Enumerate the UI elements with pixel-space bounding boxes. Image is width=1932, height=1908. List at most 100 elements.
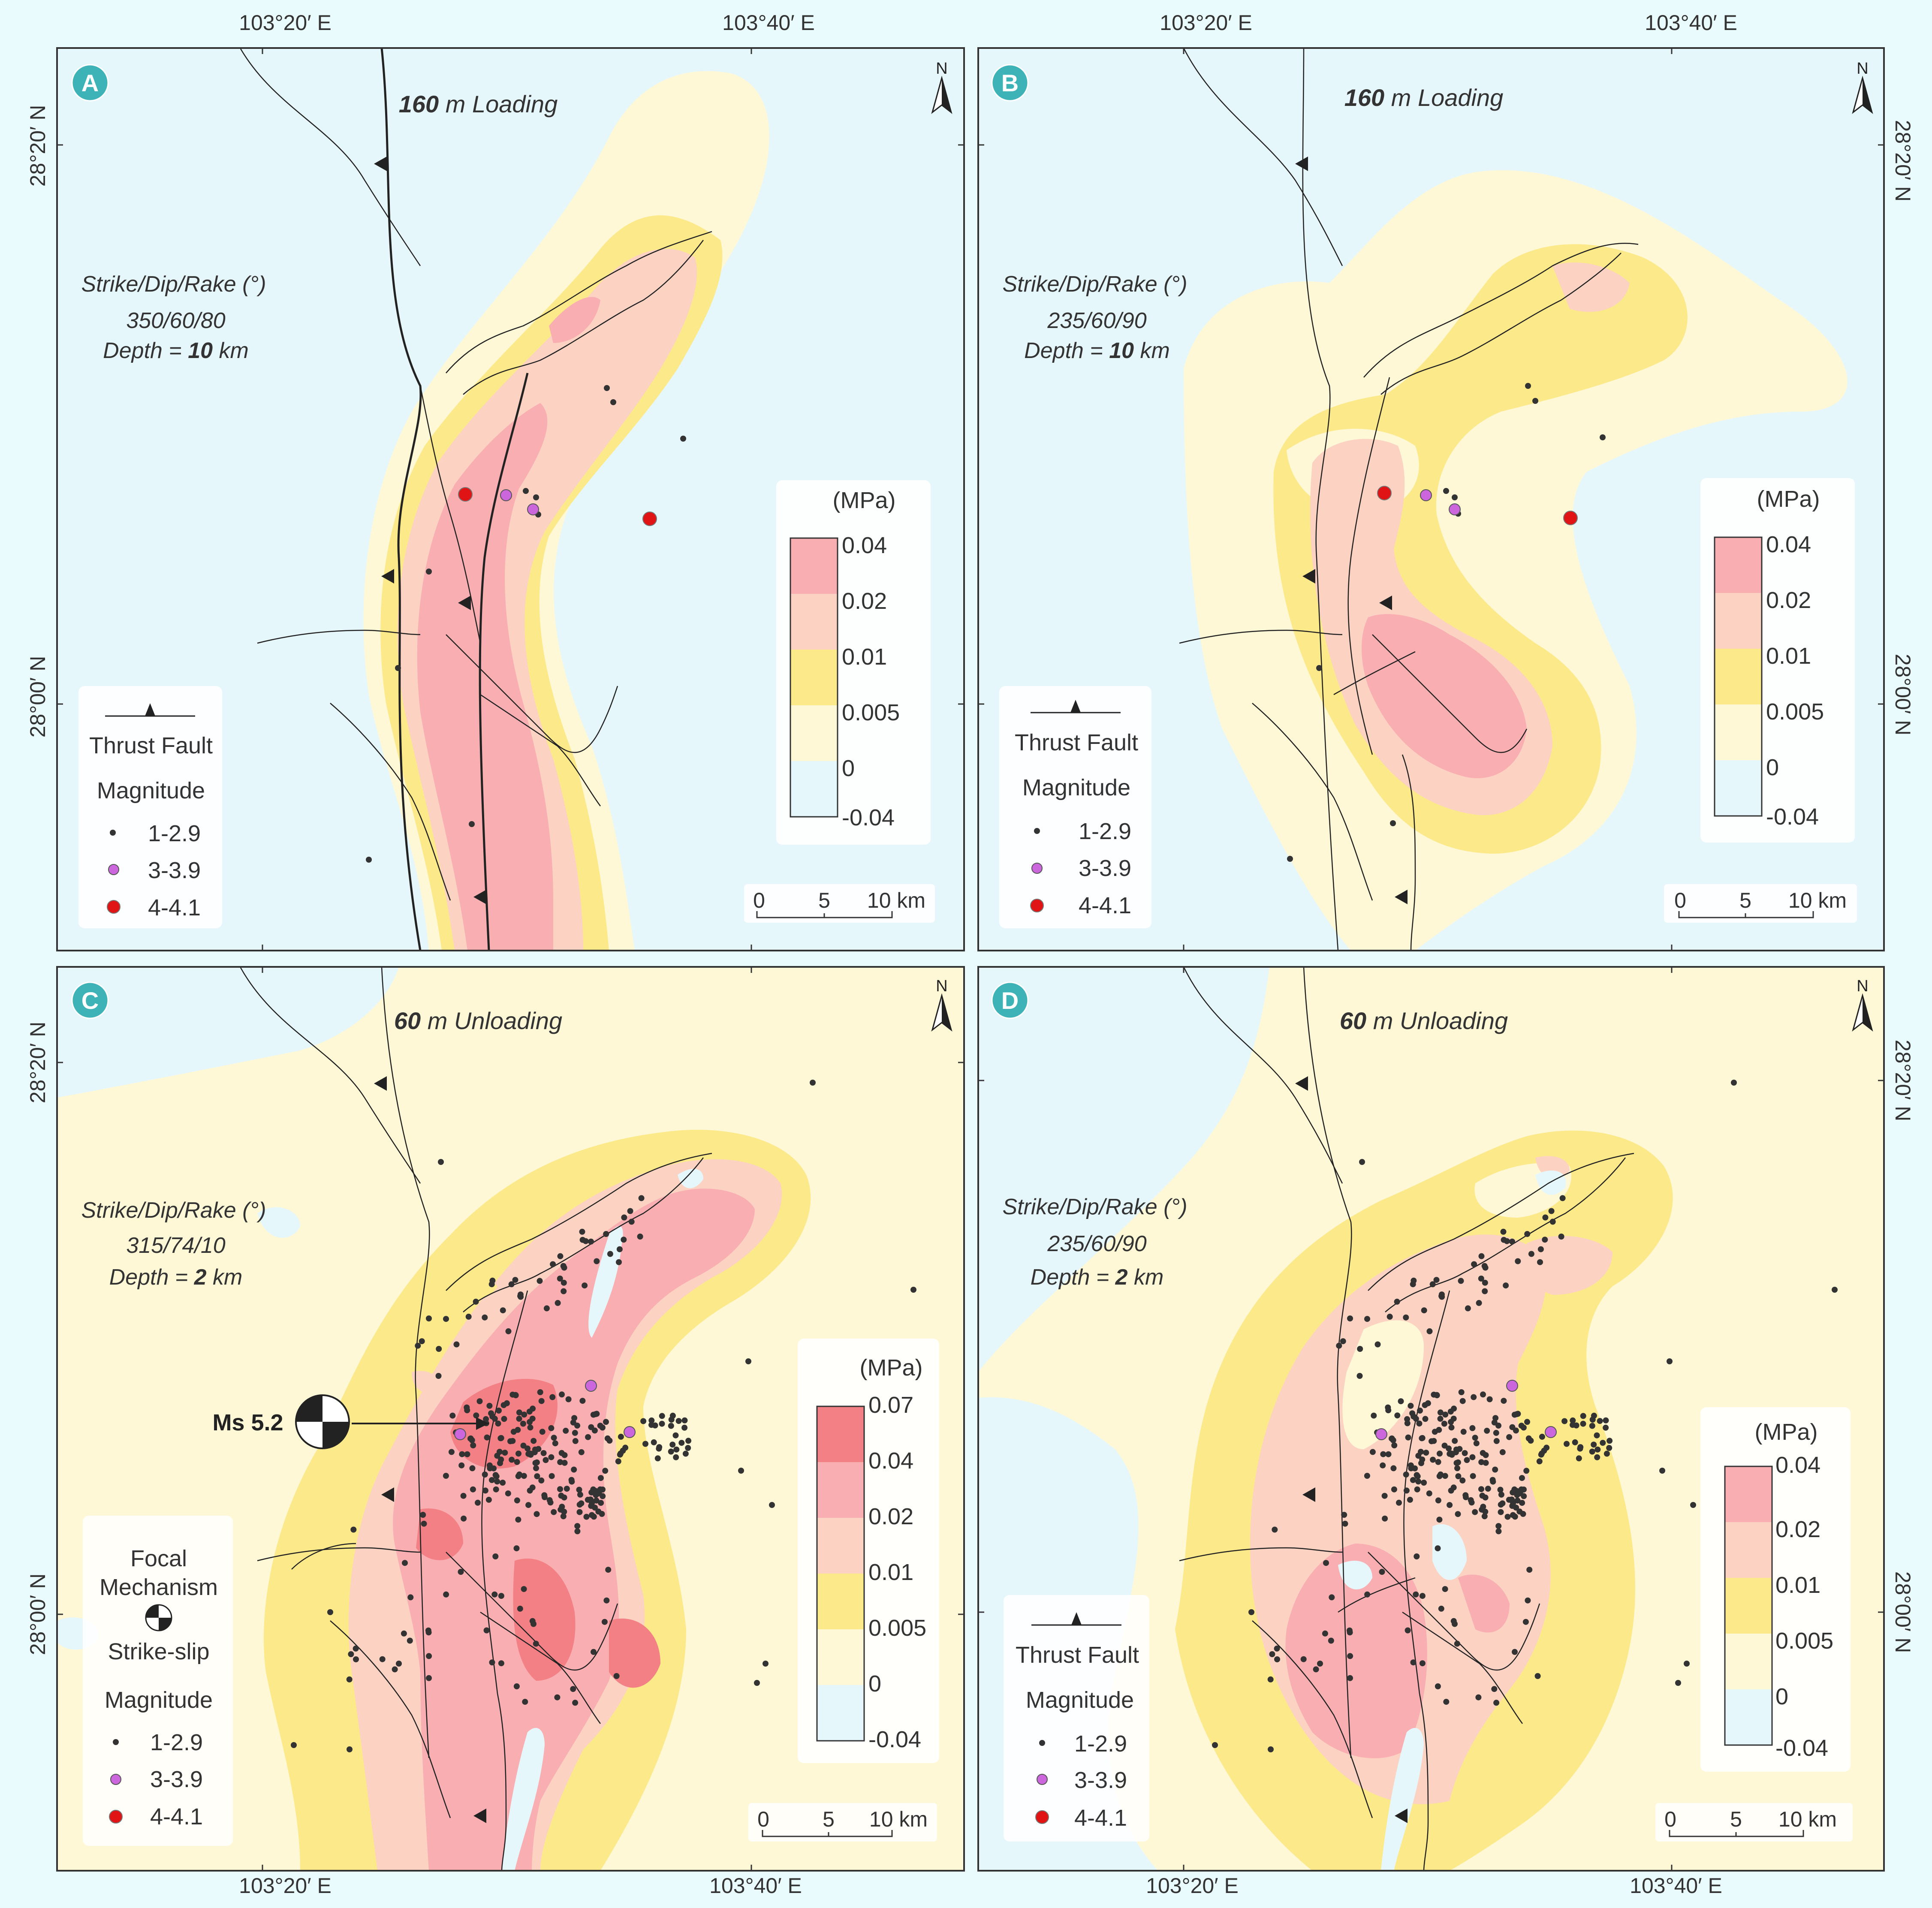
panel-a-faults: [239, 48, 712, 951]
event-dot: [551, 1435, 557, 1441]
legend-strike-slip: Strike-slip: [108, 1639, 209, 1664]
event-dot: [500, 1480, 506, 1486]
event-dot: [1603, 1451, 1610, 1457]
event-dot: [555, 1300, 561, 1306]
event-dot: [1443, 1699, 1450, 1705]
event-dot: [1421, 1307, 1427, 1314]
event-dot: [1522, 1619, 1529, 1625]
event-dot: [1357, 1346, 1363, 1352]
event-dot: [1537, 1246, 1544, 1252]
panel-c-frame: [56, 966, 965, 1872]
event-dot: [571, 1466, 577, 1473]
lat-label-left-a-top: 28°20′ N: [26, 105, 50, 187]
panel-b: B N 160 m Loading Strike/Dip/Rake (°) 23…: [977, 47, 1885, 951]
event-dot: [291, 1742, 297, 1748]
legend-magnitude-title: Magnitude: [1026, 1687, 1134, 1713]
event-dot: [1462, 1450, 1468, 1456]
event-dot: [1503, 1282, 1509, 1289]
lat-label-left-a-bottom: 28°00′ N: [26, 656, 50, 738]
north-label: N: [1857, 60, 1868, 78]
legend-class-large: 4-4.1: [1074, 1805, 1127, 1831]
event-dot: [1408, 1465, 1414, 1472]
event-dot: [493, 1486, 499, 1493]
panel-a-letter-badge: [71, 64, 109, 102]
event-dot: [1437, 1409, 1444, 1416]
event-dot: [561, 1460, 568, 1466]
panel-b-stress-field: [1184, 170, 1848, 951]
event-dot: [1731, 1080, 1737, 1086]
panel-b-scale-bar: 0 5 10 km: [1664, 884, 1857, 923]
event-dot: [1459, 1398, 1466, 1404]
event-dot: [1559, 1195, 1566, 1201]
event-dot: [618, 1433, 624, 1440]
event-dot: [1489, 1477, 1496, 1483]
event-dot: [538, 1398, 545, 1404]
event-dot: [493, 1473, 500, 1480]
event-dot: [1212, 1742, 1218, 1748]
panel-b-north-arrow: N: [1852, 60, 1873, 114]
event-dot: [1317, 1661, 1323, 1667]
legend-mechanism: Mechanism: [99, 1574, 218, 1600]
event-dot: [1342, 1520, 1348, 1527]
event-dot: [353, 1645, 359, 1652]
event-dot: [543, 1305, 550, 1312]
panel-d-param-label: Strike/Dip/Rake (°): [1002, 1195, 1187, 1219]
event-dot: [579, 1228, 585, 1235]
legend-class-small: 1-2.9: [148, 821, 201, 846]
event-dot: [1341, 1512, 1347, 1518]
event-dot: [1340, 1338, 1346, 1345]
scale-tick: 0: [757, 1807, 769, 1831]
event-dot: [505, 1490, 511, 1497]
event-dot: [1523, 1468, 1530, 1474]
event-dot: [396, 1661, 402, 1667]
colorbar-tick: 0: [842, 755, 855, 781]
event-dot: [1463, 1494, 1469, 1500]
event-dot: [488, 1477, 495, 1483]
north-label: N: [1857, 977, 1868, 995]
event-dot: [1452, 1438, 1458, 1444]
event-dot: [350, 1526, 357, 1533]
event-dot: [585, 1380, 597, 1392]
event-dot: [515, 1451, 521, 1457]
event-dot: [1433, 1277, 1440, 1283]
event-dot: [1521, 1493, 1527, 1499]
event-dot: [453, 1341, 460, 1348]
event-dot: [616, 1246, 623, 1252]
event-dot: [1534, 1673, 1541, 1679]
event-dot: [443, 1591, 449, 1598]
event-dot: [1603, 1424, 1609, 1431]
event-dot: [598, 1500, 604, 1506]
event-dot: [1577, 1445, 1583, 1452]
event-dot: [1485, 1486, 1491, 1492]
event-dot: [659, 1413, 665, 1419]
panel-d-letter-badge: [991, 981, 1029, 1019]
event-dot: [1472, 1435, 1478, 1441]
lat-label-right-d-top: 28°20′ N: [1891, 1040, 1915, 1122]
event-dot: [1414, 1486, 1420, 1493]
event-dot: [1410, 1281, 1416, 1288]
event-dot: [1436, 1517, 1443, 1523]
event-dot: [1347, 1315, 1353, 1321]
lon-label-bottom-left-d: 103°20′ E: [1146, 1874, 1239, 1898]
event-dot: [498, 1660, 504, 1667]
event-dot: [648, 1417, 655, 1423]
event-dot: [1543, 1445, 1550, 1451]
event-dot: [572, 1429, 578, 1436]
legend-class-mid: 3-3.9: [1074, 1767, 1127, 1793]
event-dot: [1472, 1509, 1478, 1515]
event-dot: [576, 1509, 583, 1515]
event-dot: [554, 1694, 561, 1700]
panel-a-title: 160 m Loading: [399, 90, 558, 117]
event-dot: [1442, 1411, 1449, 1418]
event-dot: [1414, 1473, 1421, 1480]
event-dot: [1394, 1412, 1401, 1419]
event-dot: [605, 1567, 612, 1573]
event-dot: [549, 1473, 555, 1479]
event-dot: [590, 1411, 597, 1418]
event-dot: [443, 1316, 449, 1322]
scale-tick: 10 km: [1788, 888, 1847, 912]
event-dot: [1450, 1618, 1457, 1624]
legend-focal: Focal: [130, 1546, 187, 1571]
event-dot: [1442, 1473, 1448, 1479]
scale-tick: 0: [1674, 888, 1686, 912]
